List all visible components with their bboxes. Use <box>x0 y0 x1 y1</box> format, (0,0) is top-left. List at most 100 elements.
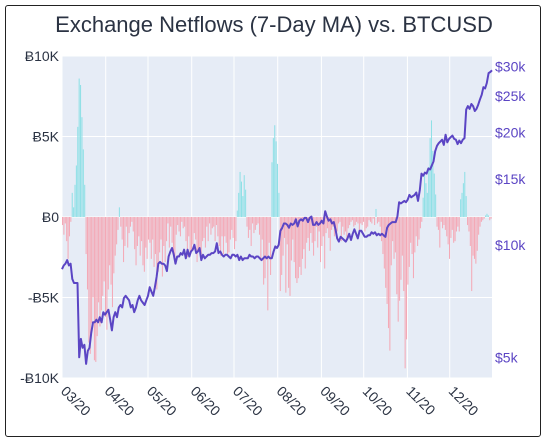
right-tick-label: $15k <box>495 171 526 187</box>
netflow-bar <box>396 217 398 295</box>
right-tick-label: $30k <box>495 58 526 74</box>
netflow-bar <box>184 217 186 227</box>
netflow-bar <box>211 217 213 229</box>
netflow-bar <box>256 217 258 226</box>
netflow-bar <box>66 217 68 242</box>
netflow-bar <box>455 217 457 232</box>
netflow-bar <box>70 217 72 222</box>
netflow-bar <box>116 217 118 245</box>
netflow-bar <box>232 217 234 238</box>
netflow-bar <box>199 217 201 248</box>
left-tick-label: -Ƀ5K <box>28 290 60 306</box>
netflow-bar <box>365 217 367 229</box>
netflow-bar <box>260 217 262 259</box>
netflow-bar <box>326 217 328 229</box>
netflow-bar <box>329 217 331 251</box>
netflow-bar <box>188 217 190 237</box>
netflow-bar <box>204 217 206 248</box>
netflow-bar <box>77 126 79 217</box>
netflow-bar <box>403 217 405 292</box>
netflow-bar <box>214 217 216 242</box>
netflow-bar <box>242 196 244 217</box>
netflow-bar <box>111 217 113 308</box>
netflow-bar <box>107 217 109 290</box>
netflow-bar <box>96 217 98 337</box>
netflow-bar <box>390 217 392 266</box>
netflow-bar <box>343 217 345 235</box>
x-tick-label: 11/20 <box>403 383 439 419</box>
netflow-bar <box>213 217 215 227</box>
netflow-bar <box>252 217 254 224</box>
netflow-bar <box>181 217 183 222</box>
netflow-bar <box>121 217 123 240</box>
netflow-bar <box>339 217 341 222</box>
netflow-bar <box>338 217 340 224</box>
netflow-bar <box>304 217 306 269</box>
netflow-bar <box>247 217 249 238</box>
netflow-bar <box>428 167 430 217</box>
netflow-bar <box>258 217 261 235</box>
netflow-bar <box>404 217 406 369</box>
netflow-bar <box>400 217 402 280</box>
netflow-bar <box>106 217 108 330</box>
netflow-bar <box>249 217 251 230</box>
netflow-bar <box>63 217 65 235</box>
netflow-bar <box>161 217 163 277</box>
netflow-bar <box>465 196 467 217</box>
netflow-bar <box>195 217 197 240</box>
netflow-bar <box>392 217 394 242</box>
netflow-bar <box>113 217 115 274</box>
x-tick-label: 10/20 <box>360 383 396 419</box>
netflow-bar <box>98 217 100 303</box>
netflow-bar <box>210 217 212 235</box>
netflow-bar <box>325 217 327 234</box>
netflow-bar <box>453 217 455 243</box>
left-tick-label: -Ƀ10K <box>20 370 60 386</box>
netflow-bar <box>381 217 383 242</box>
netflow-bar <box>378 217 380 222</box>
netflow-bar <box>275 141 277 217</box>
netflow-bar <box>88 217 90 343</box>
netflow-bar <box>84 184 86 217</box>
netflow-bar <box>91 217 93 324</box>
netflow-bar <box>129 217 132 227</box>
netflow-bar <box>261 217 263 240</box>
netflow-bar <box>424 175 426 217</box>
netflow-bar <box>442 217 444 229</box>
right-tick-label: $5k <box>495 349 519 365</box>
netflow-bar <box>328 217 330 238</box>
netflow-bar <box>153 217 155 267</box>
netflow-bar <box>350 217 352 222</box>
netflow-bar <box>67 217 69 259</box>
x-tick-label: 08/20 <box>274 383 310 419</box>
netflow-bar <box>156 217 158 290</box>
netflow-bar <box>227 217 229 255</box>
netflow-bar <box>360 217 362 224</box>
right-tick-label: $20k <box>495 124 526 140</box>
netflow-bar <box>361 217 363 226</box>
netflow-bar <box>379 217 381 227</box>
netflow-bar <box>342 217 344 227</box>
netflow-bar <box>78 78 80 217</box>
netflow-bar <box>105 217 107 317</box>
left-tick-label: Ƀ0 <box>42 209 59 225</box>
netflow-bar <box>283 217 285 238</box>
netflow-bar <box>254 217 256 230</box>
netflow-bar <box>408 217 410 267</box>
netflow-bar <box>207 217 209 242</box>
netflow-bar <box>197 217 199 251</box>
netflow-bar <box>346 217 348 240</box>
netflow-bar <box>139 217 141 256</box>
netflow-bar <box>141 217 143 242</box>
netflow-bar <box>412 217 414 279</box>
netflow-bar <box>89 217 91 354</box>
netflow-bar <box>376 217 378 224</box>
netflow-bar <box>267 217 269 311</box>
netflow-bar <box>118 207 120 217</box>
netflow-bar <box>415 217 417 237</box>
netflow-bar <box>301 217 304 259</box>
netflow-bar <box>103 217 105 282</box>
x-tick-label: 05/20 <box>144 383 180 419</box>
netflow-bar <box>340 217 342 242</box>
netflow-bar <box>128 217 130 234</box>
